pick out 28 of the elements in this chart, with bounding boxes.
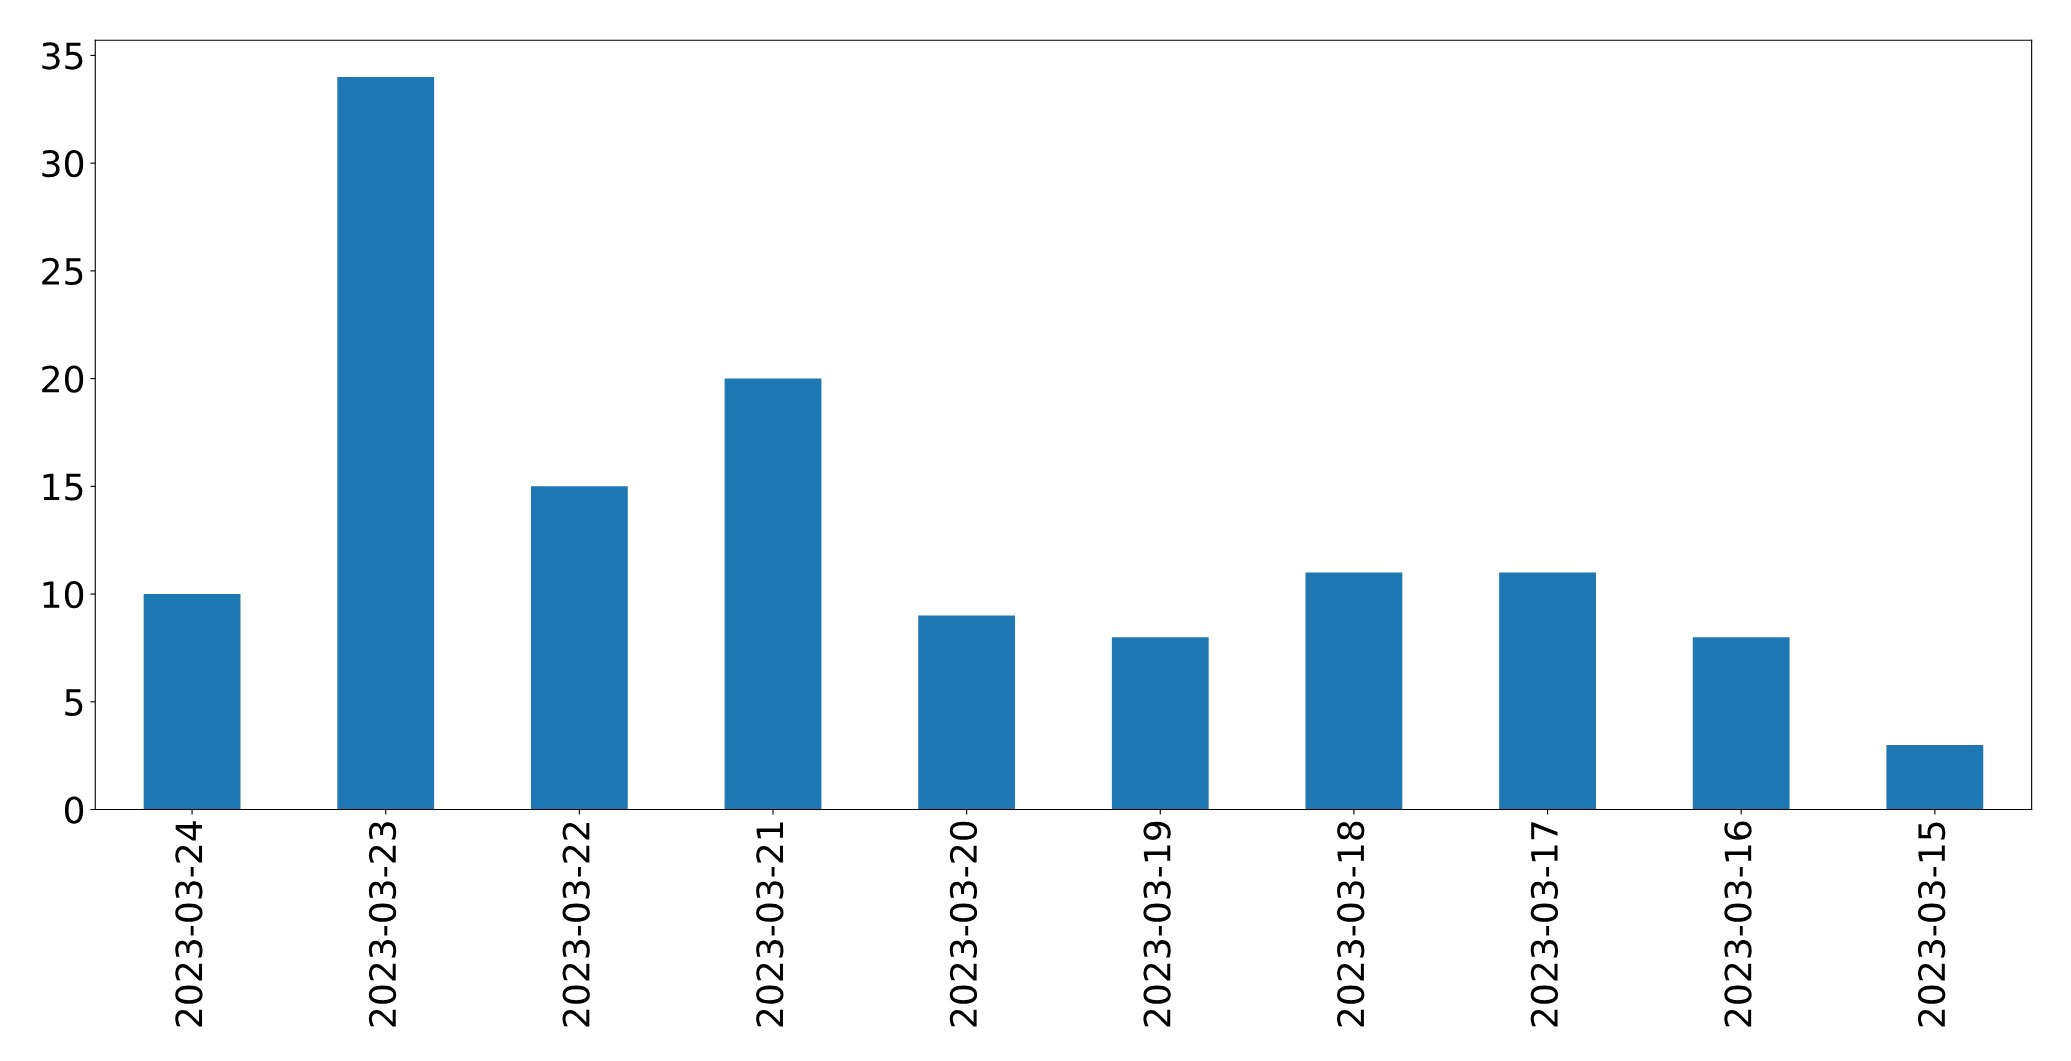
y-tick-label: 20: [42, 365, 84, 393]
y-tick-label: 5: [65, 689, 83, 717]
bar: [918, 615, 1016, 810]
bar: [1692, 637, 1790, 810]
x-tick-label: 2023-03-21: [756, 822, 784, 1027]
x-tick-label: 2023-03-18: [1337, 821, 1365, 1027]
bar: [724, 378, 822, 810]
x-tick-label: 2023-03-16: [1724, 821, 1752, 1027]
bar: [1111, 637, 1209, 810]
y-tick-label: 15: [43, 473, 83, 501]
x-tick-label: 2023-03-17: [1530, 822, 1559, 1027]
x-tick-label: 2023-03-15: [1917, 822, 1946, 1027]
bar: [143, 594, 241, 810]
bar: [1886, 744, 1984, 810]
x-tick-label: 2023-03-19: [1143, 821, 1171, 1027]
bar: [1305, 572, 1403, 810]
y-tick-label: 0: [64, 796, 84, 824]
y-tick-label: 10: [43, 580, 84, 609]
y-tick-label: 30: [42, 150, 84, 178]
x-tick-label: 2023-03-22: [562, 822, 590, 1027]
y-tick-label: 35: [42, 42, 83, 70]
x-tick-label: 2023-03-23: [368, 822, 397, 1027]
bar: [530, 486, 628, 810]
bar: [1499, 572, 1596, 810]
x-tick-label: 2023-03-24: [175, 821, 203, 1027]
bar: [337, 76, 435, 810]
x-tick-label: 2023-03-20: [949, 821, 978, 1027]
y-tick-label: 25: [42, 257, 83, 286]
